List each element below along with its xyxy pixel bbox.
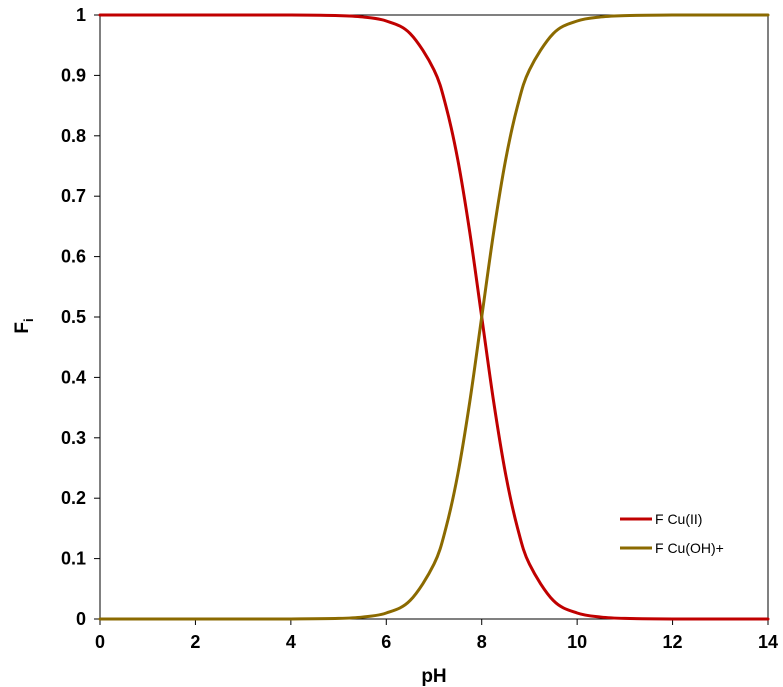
y-tick-label: 0.5 (61, 307, 86, 327)
x-tick-label: 6 (381, 632, 391, 652)
y-tick-label: 0.6 (61, 247, 86, 267)
y-tick-label: 0.3 (61, 428, 86, 448)
x-tick-label: 2 (190, 632, 200, 652)
y-axis-title-main: F (12, 322, 33, 334)
x-tick-label: 0 (95, 632, 105, 652)
y-tick-label: 1 (76, 5, 86, 25)
series-line-cu-ii (98, 13, 770, 621)
y-tick-label: 0.9 (61, 65, 86, 85)
y-axis-title: Fi (12, 318, 36, 333)
series-layer (98, 13, 770, 621)
y-tick-label: 0.7 (61, 186, 86, 206)
x-tick-label: 14 (758, 632, 778, 652)
legend-label: F Cu(OH)+ (655, 540, 724, 556)
plot-area (99, 14, 769, 620)
y-tick-label: 0.2 (61, 488, 86, 508)
x-tick-label: 12 (663, 632, 683, 652)
x-axis-ticks: 0 2 4 6 8 10 12 14 (95, 619, 778, 652)
y-tick-label: 0.1 (61, 549, 86, 569)
svg-text:Fi: Fi (12, 318, 36, 333)
legend-label: F Cu(II) (655, 511, 702, 527)
x-axis-title: pH (421, 666, 446, 687)
series-line-cu-oh (98, 13, 770, 621)
x-tick-label: 4 (286, 632, 296, 652)
y-tick-label: 0 (76, 609, 86, 629)
y-tick-label: 0.8 (61, 126, 86, 146)
legend: F Cu(II) F Cu(OH)+ (620, 511, 724, 556)
y-tick-label: 0.4 (61, 367, 86, 387)
x-tick-label: 8 (477, 632, 487, 652)
y-axis-ticks: 0 0.1 0.2 0.3 0.4 0.5 0.6 0.7 0.8 0.9 1 (61, 5, 100, 629)
x-tick-label: 10 (567, 632, 587, 652)
y-axis-title-sub: i (21, 318, 36, 322)
